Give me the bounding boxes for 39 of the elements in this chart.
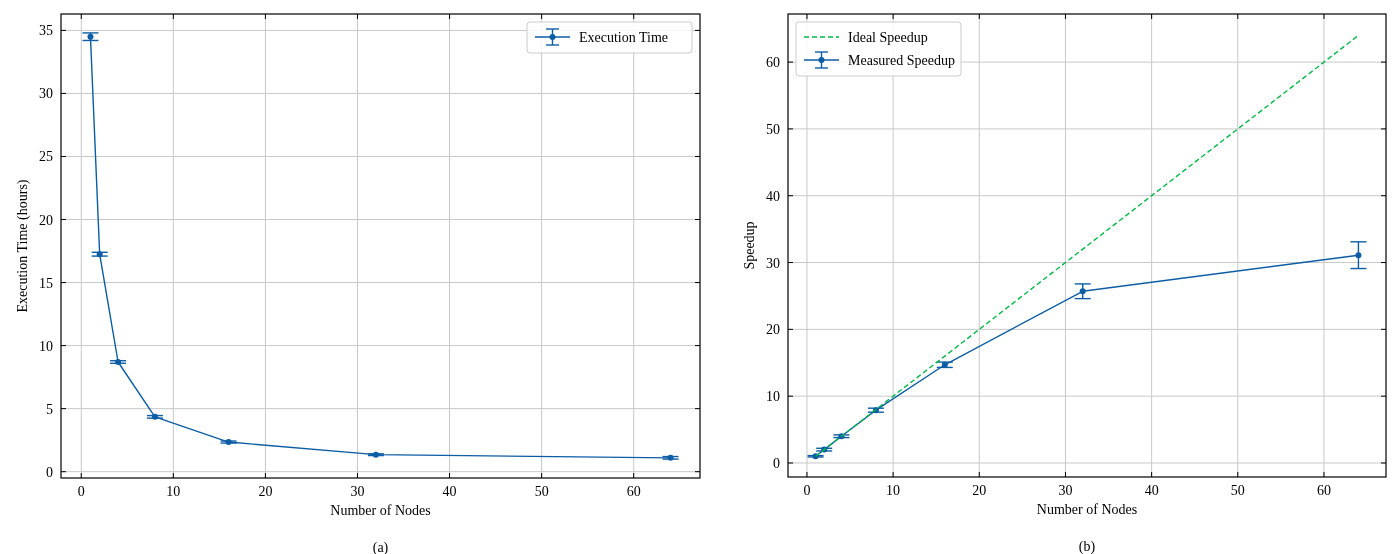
x-tick-label: 40 <box>442 484 457 499</box>
point <box>1355 252 1362 259</box>
text: (b) <box>1078 539 1096 554</box>
y-tick-label: 10 <box>39 338 53 354</box>
x-tick-label: 20 <box>972 483 987 498</box>
x-axis-title: Number of Nodes <box>1036 502 1138 517</box>
x-tick-label: 0 <box>77 484 85 499</box>
x-tick-label: 20 <box>258 484 273 499</box>
x-tick-label: 10 <box>166 484 181 499</box>
y-tick-label: 50 <box>766 121 780 137</box>
y-tick-label: 60 <box>766 55 780 71</box>
legend-label: Measured Speedup <box>848 53 955 68</box>
x-tick-label: 60 <box>1316 483 1331 498</box>
y-axis-title: Execution Time (hours) <box>15 179 31 313</box>
x-tick-label: 50 <box>1230 483 1245 498</box>
y-tick-label: 20 <box>39 212 53 228</box>
x-axis-title: Number of Nodes <box>330 503 431 518</box>
y-tick-label: 20 <box>766 322 780 338</box>
y-tick-label: 35 <box>39 23 53 39</box>
y-tick-label: 40 <box>766 188 780 204</box>
legend-label: Ideal Speedup <box>848 30 928 45</box>
x-tick-label: 30 <box>1058 483 1073 498</box>
y-tick-label: 15 <box>39 275 53 291</box>
y-tick-label: 10 <box>766 389 780 405</box>
y-tick-label: 5 <box>46 401 53 417</box>
y-tick-label: 30 <box>39 86 53 102</box>
y-tick-label: 0 <box>773 455 780 471</box>
x-tick-label: 10 <box>886 483 901 498</box>
point <box>1079 288 1086 295</box>
y-tick-label: 0 <box>46 464 53 480</box>
y-tick-label: 30 <box>766 255 780 271</box>
y-tick-label: 25 <box>39 149 53 165</box>
x-tick-label: 50 <box>534 484 549 499</box>
x-tick-label: 40 <box>1144 483 1159 498</box>
legend-label: Execution Time <box>579 30 669 45</box>
x-tick-label: 0 <box>803 483 811 498</box>
x-tick-label: 30 <box>350 484 365 499</box>
y-axis-title: Speedup <box>742 221 757 270</box>
x-tick-label: 60 <box>626 484 641 499</box>
